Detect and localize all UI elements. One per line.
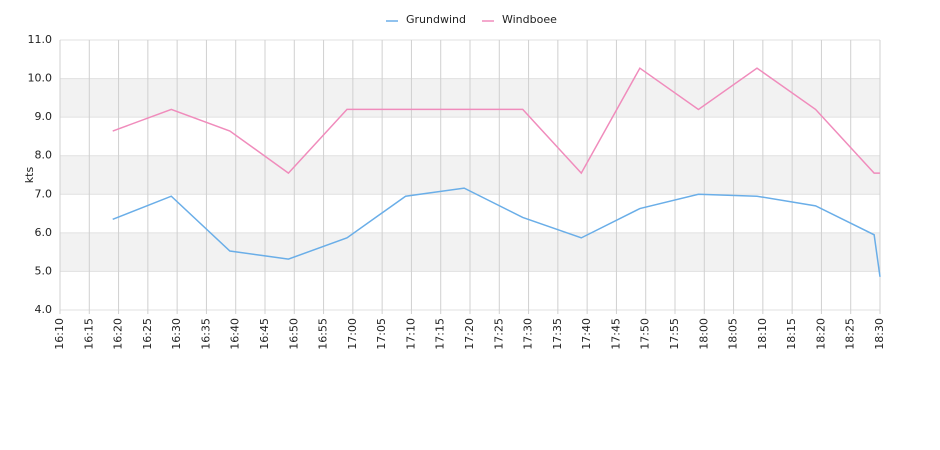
x-tick-label: 18:05: [727, 318, 740, 350]
y-tick-label: 11.0: [28, 33, 53, 46]
x-tick-label: 16:45: [258, 318, 271, 350]
y-tick-label: 10.0: [28, 72, 53, 85]
x-tick-label: 17:30: [522, 318, 535, 350]
x-tick-label: 16:30: [170, 318, 183, 350]
y-tick-label: 7.0: [35, 187, 53, 200]
x-tick-label: 17:55: [668, 318, 681, 350]
y-tick-label: 9.0: [35, 110, 53, 123]
y-axis-label: kts: [23, 167, 36, 184]
legend-label: Grundwind: [406, 13, 466, 26]
x-tick-label: 17:25: [492, 318, 505, 350]
x-tick-label: 16:20: [112, 318, 125, 350]
x-tick-label: 16:40: [229, 318, 242, 350]
x-tick-label: 17:35: [551, 318, 564, 350]
x-tick-label: 17:10: [404, 318, 417, 350]
x-tick-label: 16:10: [53, 318, 66, 350]
x-tick-label: 17:20: [463, 318, 476, 350]
x-tick-label: 18:15: [785, 318, 798, 350]
y-tick-label: 5.0: [35, 264, 53, 277]
x-tick-label: 18:20: [814, 318, 827, 350]
legend-label: Windboee: [502, 13, 557, 26]
line-series: [112, 187, 881, 277]
x-tick-label: 17:50: [639, 318, 652, 350]
x-tick-label: 17:45: [609, 318, 622, 350]
y-tick-label: 8.0: [35, 149, 53, 162]
x-tick-label: 16:25: [141, 318, 154, 350]
x-tick-label: 16:55: [317, 318, 330, 350]
x-tick-label: 17:40: [580, 318, 593, 350]
x-tick-label: 17:00: [346, 318, 359, 350]
line-series: [112, 67, 880, 175]
x-tick-label: 18:00: [697, 318, 710, 350]
x-tick-label: 16:35: [199, 318, 212, 350]
x-tick-label: 17:05: [375, 318, 388, 350]
x-tick-label: 18:10: [756, 318, 769, 350]
y-tick-label: 6.0: [35, 226, 53, 239]
x-tick-label: 17:15: [434, 318, 447, 350]
x-tick-label: 18:25: [844, 318, 857, 350]
x-tick-label: 16:15: [82, 318, 95, 350]
y-tick-label: 4.0: [35, 303, 53, 316]
x-tick-label: 16:50: [287, 318, 300, 350]
x-tick-label: 18:30: [873, 318, 886, 350]
